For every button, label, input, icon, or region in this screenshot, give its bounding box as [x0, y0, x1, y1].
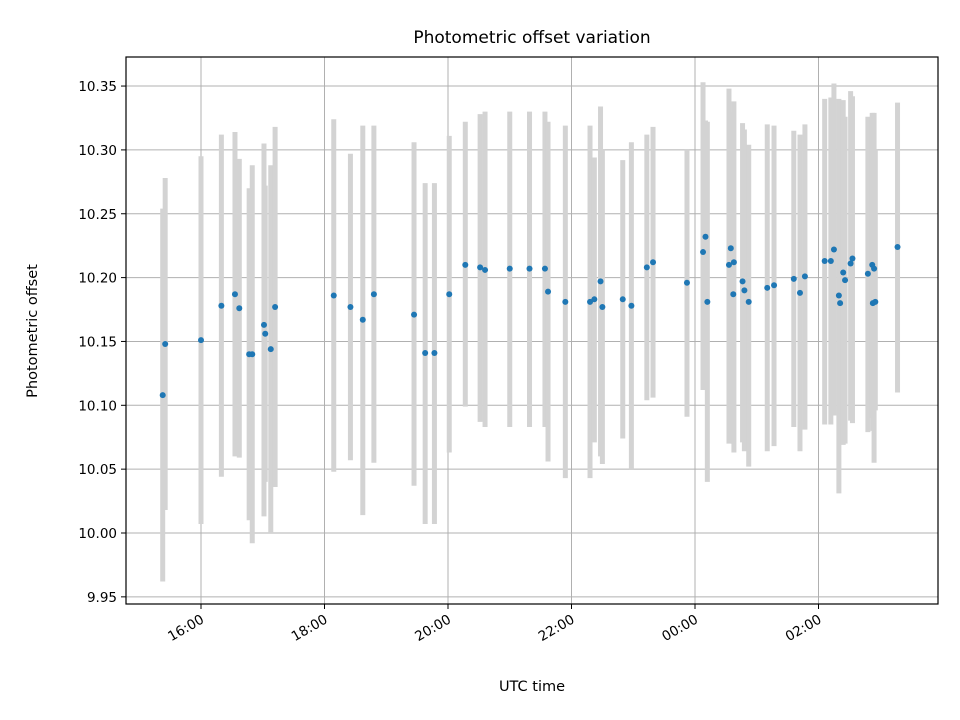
data-point — [628, 302, 635, 309]
data-point — [526, 265, 533, 272]
data-point — [643, 264, 650, 271]
y-tick-label: 9.95 — [87, 590, 117, 606]
data-point — [727, 245, 734, 252]
data-point — [827, 257, 834, 264]
data-point — [541, 265, 548, 272]
data-point — [431, 349, 438, 356]
data-point — [830, 246, 837, 253]
data-point — [272, 303, 279, 310]
data-point — [842, 277, 849, 284]
data-point — [790, 275, 797, 282]
y-tick-label: 10.20 — [78, 271, 117, 287]
data-point — [267, 346, 274, 353]
data-point — [162, 341, 169, 348]
data-point — [587, 298, 594, 305]
data-point — [739, 278, 746, 285]
plot-area-frame — [125, 56, 939, 605]
data-point — [422, 349, 429, 356]
data-point — [894, 243, 901, 250]
data-point — [249, 351, 256, 358]
data-point — [849, 255, 856, 262]
data-point — [599, 303, 606, 310]
data-point — [619, 296, 626, 303]
data-point — [446, 291, 453, 298]
chart-title: Photometric offset variation — [413, 28, 650, 48]
data-point — [506, 265, 513, 272]
data-point — [840, 269, 847, 276]
y-axis-label: Photometric offset — [25, 264, 41, 398]
y-tick-label: 10.10 — [78, 398, 117, 414]
data-point — [764, 284, 771, 291]
data-point — [482, 266, 489, 273]
y-tick-label: 10.05 — [78, 462, 117, 478]
data-point — [704, 298, 711, 305]
data-point — [218, 302, 225, 309]
data-point — [796, 289, 803, 296]
data-point — [462, 261, 469, 268]
data-point — [359, 316, 366, 323]
data-point — [700, 249, 707, 256]
y-tick-label: 10.35 — [78, 79, 117, 95]
data-point — [597, 278, 604, 285]
data-point — [650, 259, 657, 266]
data-point — [231, 291, 238, 298]
data-point — [411, 311, 418, 318]
data-point — [741, 287, 748, 294]
data-point — [330, 292, 337, 299]
data-point — [702, 233, 709, 240]
data-point — [198, 337, 204, 344]
data-point — [821, 257, 828, 264]
data-point — [370, 291, 377, 298]
data-point — [725, 261, 732, 268]
y-tick-label: 10.30 — [78, 143, 117, 159]
data-point — [864, 270, 871, 277]
data-point — [562, 298, 569, 305]
data-point — [545, 288, 552, 295]
data-point — [262, 330, 269, 337]
data-points — [159, 233, 901, 399]
y-axis-ticks: 9.95 10.00 10.05 10.10 10.15 10.20 10.25 10.30 1… — [78, 79, 126, 606]
data-point — [837, 300, 844, 307]
data-point — [847, 260, 854, 267]
data-point — [835, 292, 842, 299]
y-tick-label: 10.25 — [78, 207, 117, 223]
data-point — [159, 392, 166, 399]
data-point — [730, 259, 737, 266]
y-tick-label: 10.00 — [78, 526, 117, 542]
data-point — [771, 282, 778, 289]
data-point — [591, 296, 598, 303]
data-point — [260, 321, 267, 328]
data-point — [872, 298, 879, 305]
data-point — [347, 303, 354, 310]
data-point — [745, 298, 752, 305]
data-point — [801, 273, 808, 280]
data-point — [477, 264, 484, 271]
data-point — [730, 291, 737, 298]
y-tick-label: 10.15 — [78, 334, 117, 350]
x-axis-label: UTC time — [499, 679, 565, 695]
data-point — [871, 265, 878, 272]
data-point — [683, 279, 690, 286]
data-point — [236, 305, 243, 312]
